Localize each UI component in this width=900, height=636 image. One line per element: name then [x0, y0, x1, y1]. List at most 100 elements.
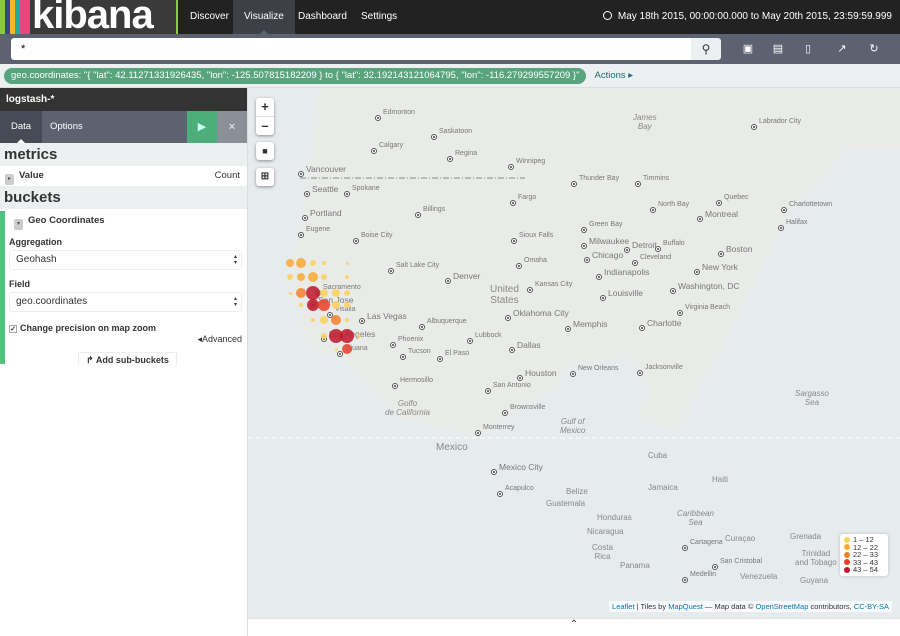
nav-visualize[interactable]: Visualize [233, 0, 295, 34]
mapquest-link[interactable]: MapQuest [668, 602, 703, 611]
editor-tabs: Data Options ▶ × [0, 111, 247, 143]
city-label: Buffalo [663, 240, 685, 247]
open-button[interactable]: ▯ [804, 43, 812, 55]
city-marker-icon [298, 232, 304, 238]
aggregation-select[interactable]: Geohash [9, 250, 242, 270]
geohash-marker[interactable] [332, 289, 340, 297]
city-label: Billings [423, 206, 446, 213]
caret-down-icon[interactable]: ▾ [14, 219, 23, 230]
geohash-marker[interactable] [287, 274, 293, 280]
attr-text: — Map data © [702, 602, 756, 611]
geohash-marker[interactable] [299, 303, 303, 307]
city-label: Milwaukee [589, 236, 630, 246]
geohash-marker[interactable] [286, 259, 294, 267]
geohash-marker[interactable] [320, 289, 328, 297]
geohash-marker[interactable] [321, 333, 327, 339]
geohash-marker[interactable] [331, 315, 341, 325]
precision-checkbox[interactable]: ✓ [9, 325, 17, 333]
tile-map[interactable]: Edmonton Saskatoon Calgary Regina Winnipeg Va… [248, 88, 900, 618]
city-label: Sioux Falls [519, 232, 554, 239]
city-marker-icon [584, 257, 590, 263]
search-input[interactable] [11, 38, 691, 60]
geohash-marker[interactable] [342, 344, 352, 354]
advanced-link[interactable]: ◂Advanced [197, 334, 242, 344]
city-label: Dallas [517, 340, 541, 350]
geohash-marker[interactable] [334, 347, 338, 351]
field-select[interactable]: geo.coordinates [9, 292, 242, 312]
geohash-marker[interactable] [318, 299, 330, 311]
city-label: Winnipeg [516, 158, 546, 165]
geohash-marker[interactable] [310, 260, 316, 266]
tab-data[interactable]: Data [0, 111, 43, 143]
geohash-marker[interactable] [288, 291, 292, 295]
region-label: Haiti [712, 475, 729, 484]
city-label: New Orleans [578, 365, 619, 372]
city-marker-icon [632, 260, 638, 266]
nav-settings[interactable]: Settings [361, 11, 398, 22]
chevron-up-icon[interactable]: ⌃ [569, 619, 579, 630]
city-label: Sacramento [323, 284, 361, 291]
city-label: Indianapolis [604, 267, 650, 277]
buckets-heading: buckets [0, 186, 247, 209]
city-label: Hermosillo [400, 377, 434, 384]
filter-pill[interactable]: geo.coordinates: "{ "lat": 42.1127133192… [4, 67, 587, 84]
draw-rectangle-button[interactable]: ■ [256, 142, 274, 160]
leaflet-link[interactable]: Leaflet [612, 602, 635, 611]
nav-discover[interactable]: Discover [190, 11, 229, 22]
geohash-marker[interactable] [321, 274, 327, 280]
geohash-marker[interactable] [332, 301, 340, 309]
city-label: Green Bay [589, 221, 623, 228]
share-button[interactable]: ↗ [837, 43, 847, 55]
save-button[interactable]: ▤ [772, 43, 784, 55]
geohash-marker[interactable] [296, 288, 306, 298]
new-visualization-button[interactable]: ▣ [742, 43, 754, 55]
geohash-marker[interactable] [344, 290, 350, 296]
geohash-marker[interactable] [340, 329, 354, 343]
fit-bounds-button[interactable]: ⊞ [256, 168, 274, 186]
geohash-marker[interactable] [345, 318, 349, 322]
geohash-marker[interactable] [311, 318, 315, 322]
geohash-marker[interactable] [357, 334, 361, 338]
legend-swatch [844, 536, 850, 543]
city-marker-icon [751, 124, 757, 130]
city-marker-icon [447, 156, 453, 162]
actions-link[interactable]: Actions ▸ [594, 69, 634, 81]
city-label: Chicago [592, 250, 624, 260]
apply-button[interactable]: ▶ [187, 111, 217, 143]
geohash-marker[interactable] [344, 302, 350, 308]
add-sub-buckets-button[interactable]: ↱ Add sub-buckets [78, 352, 177, 366]
map-attribution: Leaflet | Tiles by MapQuest — Map data ©… [609, 601, 892, 612]
city-marker-icon [581, 243, 587, 249]
city-label: Quebec [724, 194, 749, 201]
zoom-in-button[interactable]: + [256, 98, 274, 117]
search-button[interactable]: ⚲ [691, 38, 721, 60]
geohash-marker[interactable] [322, 261, 326, 265]
legend-item: 1 – 12 [844, 536, 884, 544]
time-picker[interactable]: May 18th 2015, 00:00:00.000 to May 20th … [602, 0, 892, 34]
zoom-out-button[interactable]: – [261, 118, 269, 133]
discard-button[interactable]: × [217, 111, 247, 143]
geohash-marker[interactable] [308, 272, 318, 282]
osm-link[interactable]: OpenStreetMap [755, 602, 809, 611]
city-marker-icon [390, 342, 396, 348]
attr-text: contributors, [808, 602, 854, 611]
geohash-marker[interactable] [306, 286, 320, 300]
sidebar: logstash-* Data Options ▶ × metrics ▸ Val… [0, 88, 248, 636]
caret-right-icon[interactable]: ▸ [5, 174, 14, 185]
refresh-button[interactable]: ↻ [869, 43, 879, 55]
geohash-marker[interactable] [296, 258, 306, 268]
metric-value-row[interactable]: ▸ Value Count [0, 166, 247, 186]
kibana-logo[interactable]: kibana [0, 0, 178, 34]
license-link[interactable]: CC-BY-SA [853, 602, 889, 611]
geohash-marker[interactable] [345, 261, 349, 265]
tab-options[interactable]: Options [50, 121, 83, 132]
geohash-marker[interactable] [320, 316, 328, 324]
city-marker-icon [650, 207, 656, 213]
geohash-marker[interactable] [345, 275, 349, 279]
city-marker-icon [353, 238, 359, 244]
city-label: Boston [726, 244, 753, 254]
city-label: Vancouver [306, 164, 347, 174]
geohash-marker[interactable] [297, 273, 305, 281]
bucket-label: Geo Coordinates [28, 215, 105, 226]
nav-dashboard[interactable]: Dashboard [298, 11, 347, 22]
